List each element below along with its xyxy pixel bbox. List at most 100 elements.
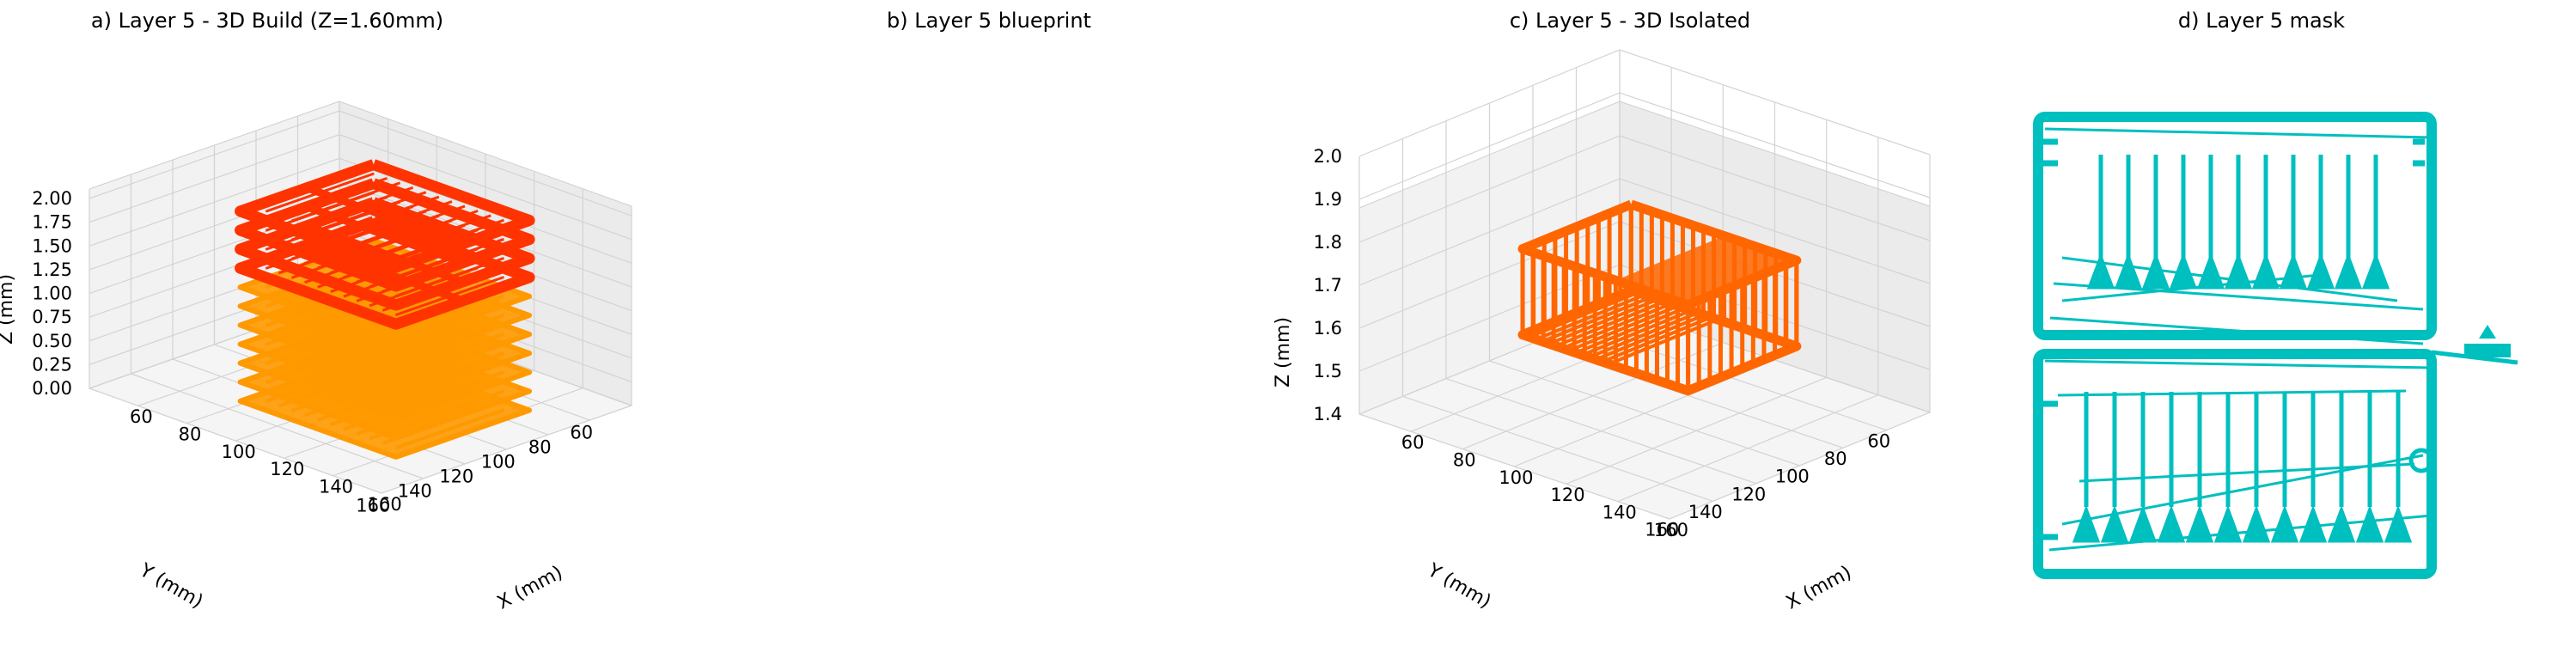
panel-a-3d-axes: 0.00 0.25 0.50 0.75 1.00 1.25 1.501.75 2.00 60 80…	[0, 101, 633, 614]
mask-triangle	[2114, 252, 2143, 290]
panel-c-toolpaths	[1517, 199, 1802, 396]
panel-c-grid-floor-x	[1669, 412, 1931, 520]
mask-triangle	[2334, 252, 2363, 290]
panel-c-grid-z	[1358, 92, 1931, 200]
panel-c-x-tick-label: 80	[1453, 450, 1476, 471]
panel-a-z-tick-label: 1.25	[32, 259, 72, 280]
mask-triangle	[2355, 504, 2384, 543]
panel-c-grid-z	[1358, 307, 1931, 415]
toolpath-infill	[1548, 297, 1659, 345]
panel-d-title: d) Layer 5 mask	[2178, 9, 2345, 33]
panel-a-x-tick-label: 120	[270, 459, 304, 479]
panel-a-grid-z	[89, 134, 632, 241]
panel-c-z-tick-label: 1.4	[1314, 404, 1342, 424]
mask-triangle	[2072, 504, 2101, 543]
mask-upper-outline	[2033, 112, 2437, 340]
panel-a-z-tick-label: 1.00	[32, 284, 72, 304]
panel-c-z-tick-label: 2.0	[1314, 146, 1342, 167]
panel-c-y-tick-label: 100	[1775, 467, 1810, 487]
panel-a-z-tick-label: 0.00	[32, 378, 72, 399]
panel-c-z-tick-label: 1.7	[1314, 275, 1342, 296]
toolpath-infill	[1595, 313, 1706, 362]
panel-a-x-tick-label: 60	[130, 406, 153, 427]
panel-c-y-tick-label: 80	[1824, 448, 1847, 469]
mask-triangle	[2213, 504, 2243, 543]
toolpath-infill	[394, 408, 505, 450]
panel-c-y-tick-label: 60	[1867, 430, 1890, 451]
panel-a-toolpaths	[235, 159, 535, 460]
panel-c-grid-z	[1358, 135, 1931, 243]
panel-a-title: a) Layer 5 - 3D Build (Z=1.60mm)	[91, 9, 443, 33]
toolpath-infill	[1529, 290, 1639, 339]
panel-a-y-tick-label: 100	[481, 452, 516, 473]
toolpath-infill	[1554, 300, 1665, 348]
toolpath-solid-region	[1615, 235, 1797, 305]
panel-a-grid-z	[89, 110, 632, 217]
toolpath-infill	[1608, 318, 1718, 366]
panel-a-ylabel: Y (mm)	[135, 559, 206, 613]
toolpath-infill	[394, 313, 505, 355]
toolpath-infill	[394, 351, 505, 393]
toolpath-infill	[1561, 302, 1672, 351]
panel-a-xlabel: X (mm)	[494, 562, 566, 614]
mask-trace	[2079, 462, 2415, 483]
panel-a-y-tick-label: 60	[570, 423, 593, 443]
panel-a-x-tick-label: 160	[368, 494, 402, 515]
panel-a-z-tick-label: 2.00	[32, 188, 72, 209]
toolpath-infill	[1541, 295, 1652, 344]
panel-c-x-tick-label: 120	[1551, 485, 1585, 505]
panel-a-y-tick-label: 140	[398, 481, 432, 502]
panel-c-tick-labels: 1.41.51.61.71.81.92.06080100120140160608…	[1314, 146, 1891, 540]
toolpath-layer	[235, 159, 535, 273]
mask-connector	[2464, 344, 2511, 357]
panel-c-z-tick-label: 1.5	[1314, 361, 1342, 381]
panel-a-z-tick-label: 0.75	[32, 307, 72, 327]
panel-a-grid-floor-y	[89, 387, 382, 494]
panel-a-y-tick-label: 160	[356, 496, 390, 516]
panel-a-z-tick-label: 1.75	[32, 212, 72, 233]
panel-b-title: b) Layer 5 blueprint	[887, 9, 1091, 33]
panel-c-z-tick-label: 1.9	[1314, 189, 1342, 210]
toolpath-infill	[394, 332, 505, 374]
mask-connector-lead	[2431, 350, 2518, 365]
mask-pad	[2408, 448, 2434, 473]
panel-a-z-tick-label: 0.50	[32, 331, 72, 351]
panel-a-x-tick-label: 100	[222, 442, 256, 462]
toolpath-infill	[1575, 307, 1685, 355]
panel-c-ylabel: Y (mm)	[1423, 559, 1494, 613]
mask-triangle	[2384, 504, 2413, 543]
mask-trace	[2061, 256, 2398, 302]
mask-triangle	[2270, 504, 2299, 543]
mask-triangle	[2141, 252, 2170, 290]
panel-c-grid-floor-x	[1617, 394, 1879, 503]
toolpath-infill	[1602, 315, 1712, 363]
mask-triangle	[2196, 252, 2225, 290]
toolpath-infill	[1535, 293, 1645, 341]
panel-d-mask-paths	[2033, 112, 2518, 579]
panel-c-3d-axes: 1.41.51.61.71.81.92.06080100120140160608…	[1273, 49, 1932, 614]
mask-triangle	[2128, 504, 2158, 543]
toolpath-divider	[305, 184, 465, 247]
mask-connector-arrow	[2479, 325, 2496, 339]
mask-trace	[2048, 514, 2433, 552]
mask-triangle	[2279, 252, 2308, 290]
panel-c-xlabel: X (mm)	[1783, 562, 1855, 614]
panel-c-z-tick-label: 1.8	[1314, 232, 1342, 253]
panel-d-mask	[2033, 112, 2518, 579]
panel-c-grid-floor-y	[1358, 413, 1670, 520]
panel-c-y-tick-label: 140	[1688, 502, 1723, 522]
mask-trace	[2049, 316, 2424, 345]
toolpath-infill	[1568, 304, 1679, 352]
panel-c-y-tick-label: 160	[1645, 520, 1679, 540]
toolpath-infill	[1588, 311, 1699, 359]
panel-a-x-tick-label: 140	[319, 477, 353, 497]
panel-a-z-tick-label: 0.25	[32, 354, 72, 375]
toolpath-infill	[394, 389, 505, 431]
panel-c-zlabel: Z (mm)	[1273, 317, 1294, 387]
panel-c-x-tick-label: 160	[1654, 520, 1688, 540]
panel-a-grid-floor-x	[381, 405, 632, 494]
panel-c-grid-z	[1358, 49, 1931, 157]
mask-triangle	[2361, 252, 2390, 290]
panel-a-tick-labels: 0.00 0.25 0.50 0.75 1.00 1.25 1.501.75 2.00 60 80…	[32, 188, 593, 516]
